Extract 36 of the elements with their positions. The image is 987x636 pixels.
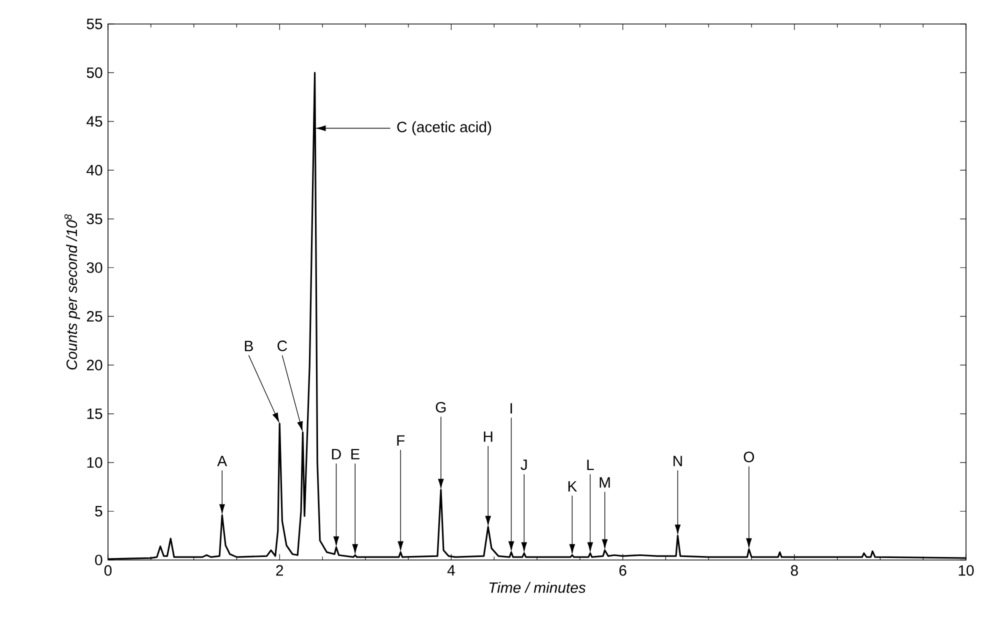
annotation: N [674,456,682,466]
annotation: B [244,340,253,352]
x-tick-label: 2 [276,565,284,576]
annotation: F [397,435,405,446]
y-tick-label: 20 [86,360,102,370]
y-tick-label: 55 [86,18,102,30]
annotation: I [510,403,512,414]
x-tick-label: 0 [104,565,112,576]
annotation: K [568,481,577,492]
y-axis-title: Counts per second /10$^{8}$ [64,214,80,370]
annotation: D [332,449,341,460]
annotation: L [587,460,594,470]
y-tick-label: 50 [86,67,102,78]
y-tick-label: 40 [86,164,102,176]
annotation: J [520,460,527,470]
y-tick-label: 0 [95,554,102,566]
x-tick-label: 6 [619,565,626,576]
annotation: C (acetic acid) [397,121,492,136]
x-tick-label: 8 [790,565,798,576]
x-tick-label: 4 [447,565,455,576]
annotation: E [351,449,360,460]
annotation: G [436,402,446,413]
y-tick-label: 25 [86,311,102,322]
annotation: A [217,456,228,466]
x-axis-title: Time / minutes [489,582,586,593]
y-tick-label: 35 [86,214,102,224]
annotation: C [278,340,288,352]
annotation: M [600,477,610,488]
x-tick-label: 10 [958,565,974,576]
y-tick-label: 5 [95,506,102,516]
y-tick-label: 30 [86,262,102,273]
annotation: O [744,452,754,462]
y-tick-label: 10 [87,457,102,468]
annotation: H [484,431,492,442]
y-tick-label: 15 [87,408,102,420]
y-tick-label: 45 [86,116,102,127]
